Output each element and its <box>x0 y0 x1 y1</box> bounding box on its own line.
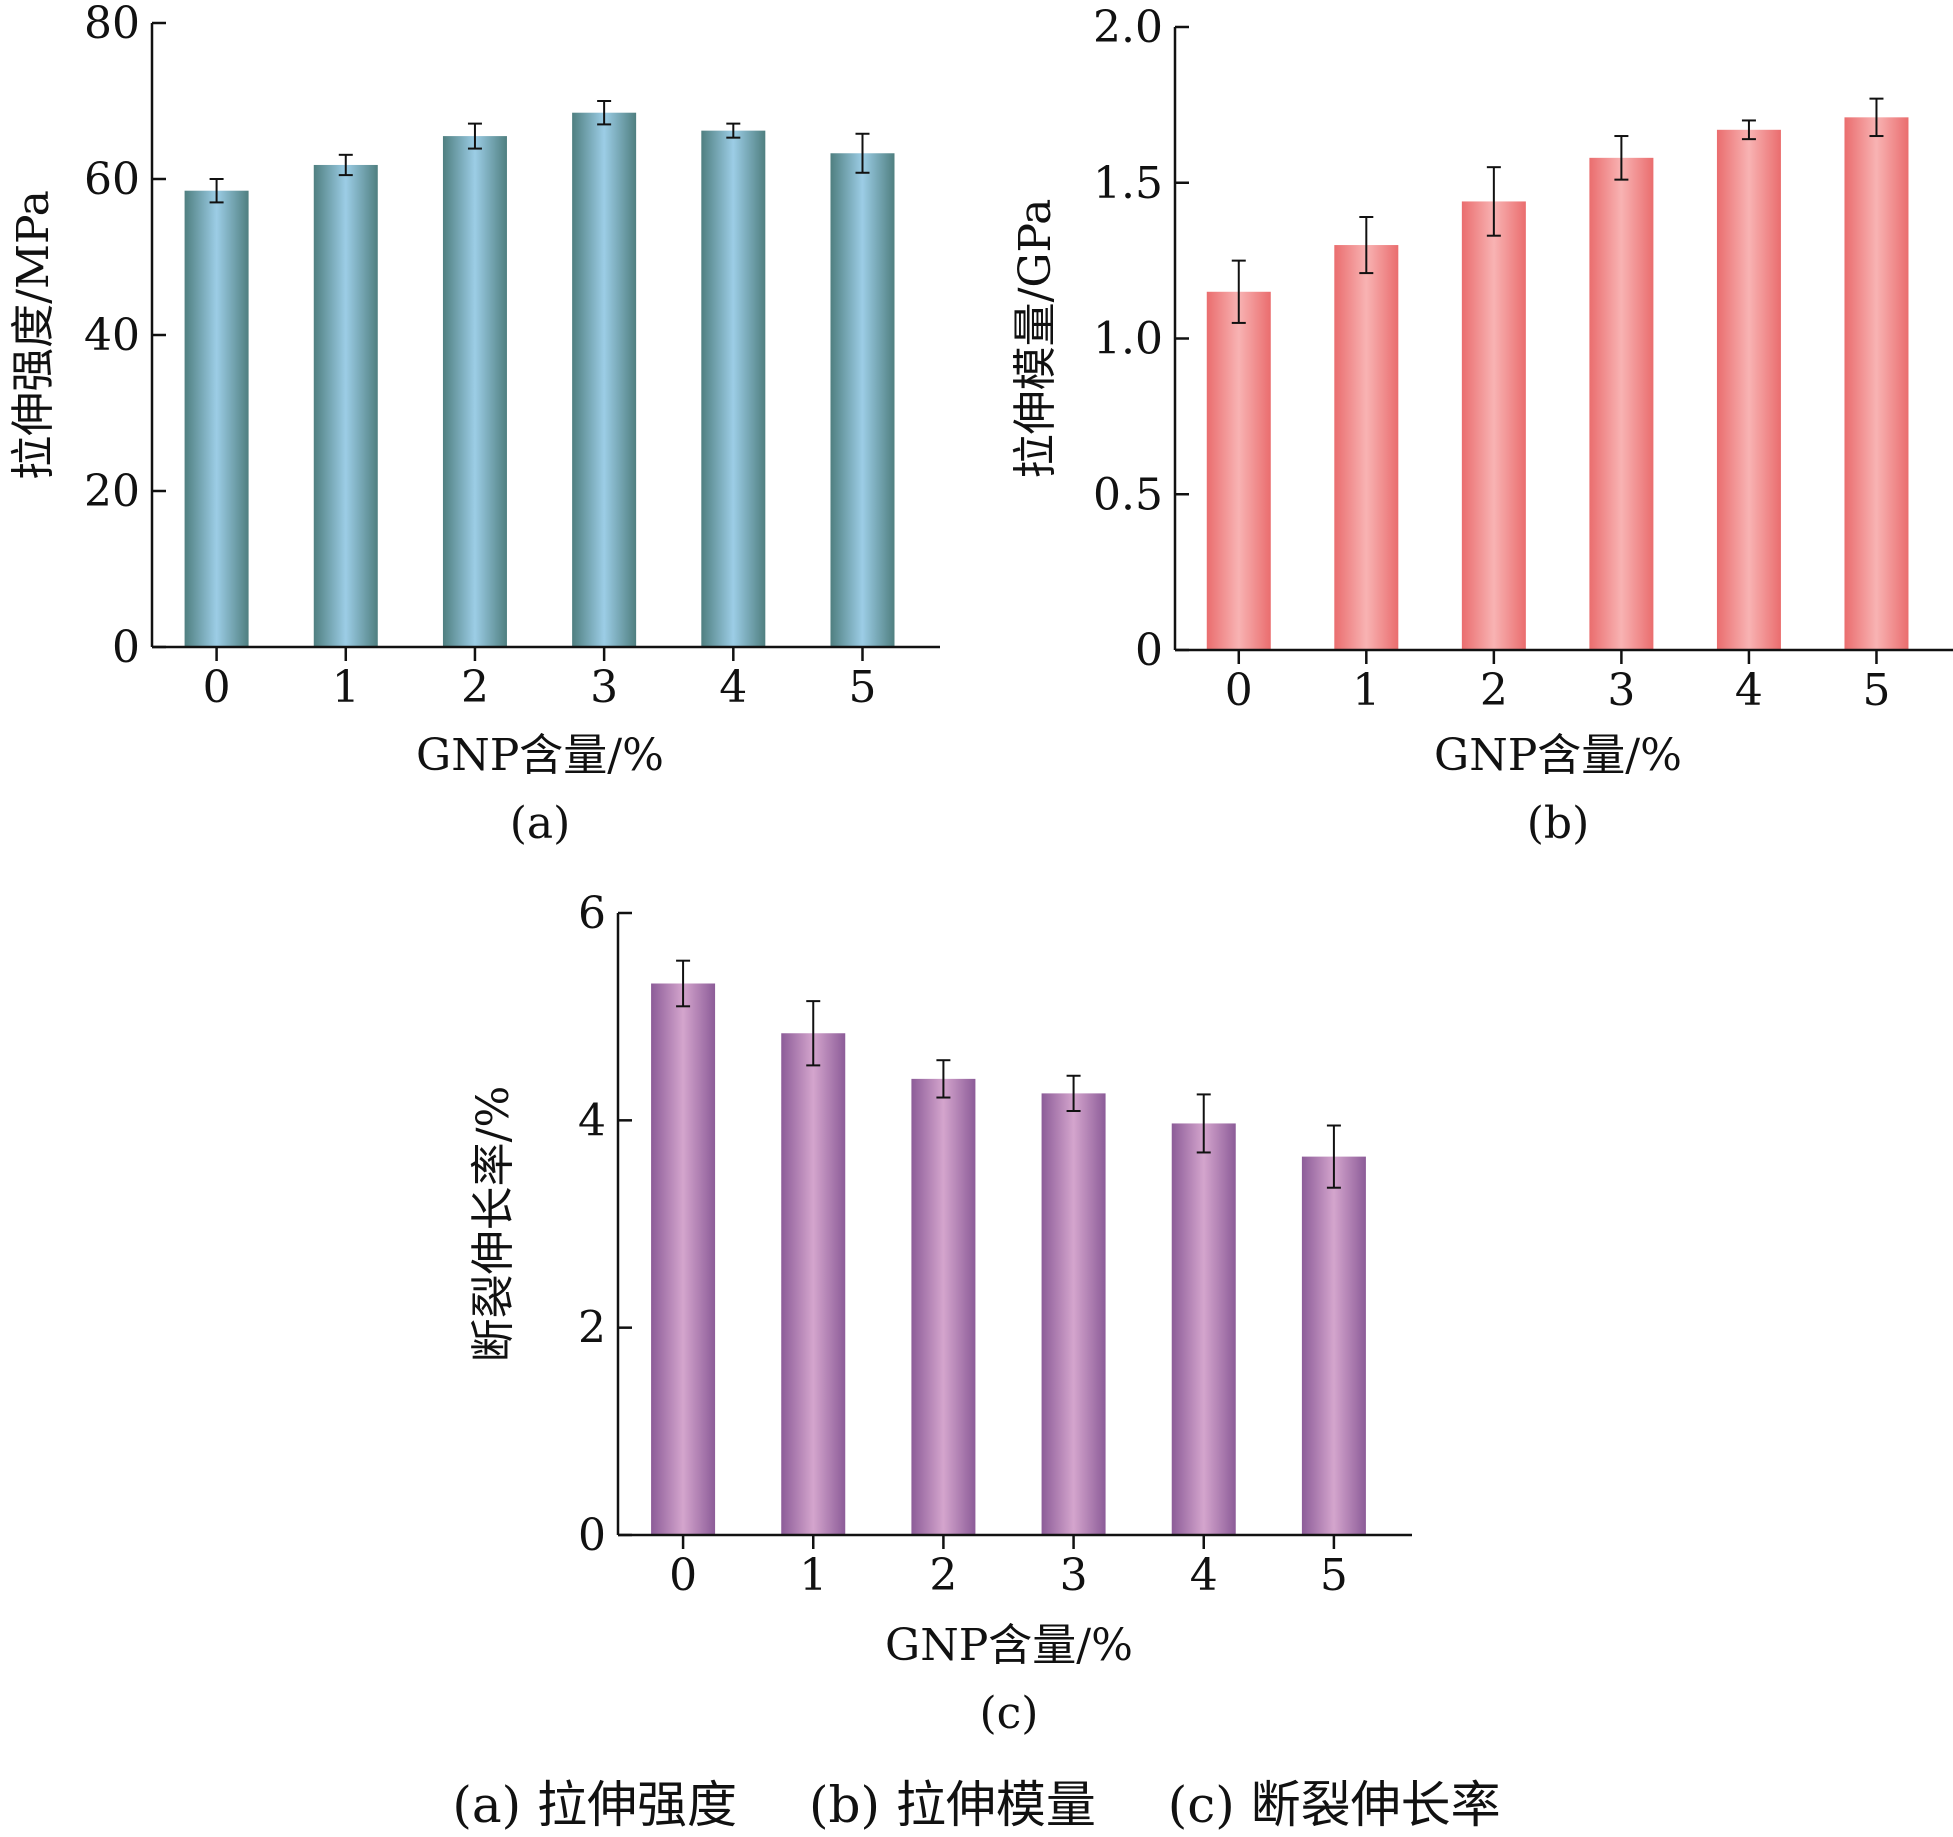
caption-b: (b) 拉伸模量 <box>808 1776 1096 1834</box>
y-axis-title: 拉伸模量/GPa <box>1010 199 1061 479</box>
y-tick-label: 40 <box>84 310 140 361</box>
x-axis-title: GNP含量/% <box>416 730 664 781</box>
bar <box>911 1078 976 1535</box>
bar <box>442 136 507 647</box>
x-tick-label: 5 <box>1862 665 1890 716</box>
y-tick-label: 60 <box>84 154 140 205</box>
y-tick-label: 80 <box>84 0 140 49</box>
x-tick-label: 5 <box>848 662 876 713</box>
bar <box>1171 1123 1236 1535</box>
x-tick-label: 2 <box>929 1550 957 1601</box>
y-tick-label: 2.0 <box>1093 2 1163 53</box>
error-bar <box>1741 119 1756 141</box>
y-tick-label: 2 <box>578 1303 606 1354</box>
error-bar <box>1869 97 1884 138</box>
x-tick-label: 1 <box>799 1550 827 1601</box>
bar <box>1206 291 1271 650</box>
bar <box>1844 117 1909 650</box>
error-bar <box>1326 1124 1341 1189</box>
bar <box>184 190 249 647</box>
x-tick-label: 0 <box>1225 665 1253 716</box>
x-tick-label: 4 <box>719 662 747 713</box>
bar <box>1716 129 1781 651</box>
x-tick-label: 3 <box>1060 1550 1088 1601</box>
bar <box>313 164 378 647</box>
x-tick-label: 2 <box>1480 665 1508 716</box>
bar <box>1334 245 1399 651</box>
chart-c-elongation-at-break: 0 2 4 6 0 1 2 3 4 5 GNP含量/% 断裂伸长率/% (c) <box>468 888 1412 1739</box>
bar <box>651 983 716 1535</box>
error-bar <box>1196 1093 1211 1154</box>
bar <box>1589 157 1654 650</box>
error-bar <box>209 178 224 204</box>
x-tick-label: 0 <box>203 662 231 713</box>
bar <box>701 130 766 647</box>
x-tick-label: 1 <box>332 662 360 713</box>
y-tick-label: 20 <box>84 466 140 517</box>
y-tick-label: 0 <box>1135 625 1163 676</box>
bar <box>1301 1156 1366 1535</box>
error-bar <box>936 1059 951 1099</box>
error-bar <box>1486 166 1501 237</box>
panel-label: (b) <box>1527 798 1590 849</box>
bar <box>830 153 895 647</box>
error-bar <box>1066 1074 1081 1113</box>
caption-a: (a) 拉伸强度 <box>452 1776 738 1834</box>
error-bar <box>855 132 870 174</box>
figure-caption: (a) 拉伸强度 (b) 拉伸模量 (c) 断裂伸长率 <box>0 1765 1953 1837</box>
error-bar <box>806 1000 821 1067</box>
x-tick-label: 4 <box>1735 665 1763 716</box>
panel-label: (c) <box>980 1688 1039 1739</box>
y-tick-label: 0 <box>112 622 140 673</box>
error-bar <box>597 100 612 126</box>
error-bar <box>1359 216 1374 275</box>
bar <box>572 112 637 647</box>
x-tick-label: 0 <box>669 1550 697 1601</box>
y-tick-label: 4 <box>578 1095 606 1146</box>
y-axis-title: 拉伸强度/MPa <box>8 190 59 480</box>
bar <box>781 1033 846 1535</box>
error-bar <box>676 959 691 1008</box>
bar <box>1041 1093 1106 1535</box>
x-tick-label: 4 <box>1190 1550 1218 1601</box>
y-tick-label: 6 <box>578 888 606 939</box>
error-bar <box>726 122 741 139</box>
chart-a-tensile-strength: 0 20 40 60 80 0 1 2 3 4 5 GNP含量/% 拉伸强度/MPa (a) <box>8 0 940 849</box>
x-axis-title: GNP含量/% <box>1434 730 1682 781</box>
panel-label: (a) <box>510 798 571 849</box>
x-tick-label: 3 <box>590 662 618 713</box>
x-tick-label: 3 <box>1607 665 1635 716</box>
x-axis-title: GNP含量/% <box>885 1620 1133 1671</box>
error-bar <box>1614 135 1629 181</box>
y-tick-label: 0.5 <box>1093 469 1163 520</box>
bar <box>1461 201 1526 650</box>
caption-c: (c) 断裂伸长率 <box>1167 1776 1501 1834</box>
error-bar <box>338 153 353 177</box>
y-tick-label: 0 <box>578 1510 606 1561</box>
x-tick-label: 2 <box>461 662 489 713</box>
chart-b-tensile-modulus: 0 0.5 1.0 1.5 2.0 0 1 2 3 4 5 GNP含量/% 拉伸模量/GPa (b) <box>1010 2 1953 849</box>
error-bar <box>1231 259 1246 324</box>
y-tick-label: 1.5 <box>1093 158 1163 209</box>
x-tick-label: 5 <box>1320 1550 1348 1601</box>
error-bar <box>467 122 482 150</box>
y-axis-title: 断裂伸长率/% <box>468 1086 519 1363</box>
y-tick-label: 1.0 <box>1093 314 1163 365</box>
x-tick-label: 1 <box>1352 665 1380 716</box>
